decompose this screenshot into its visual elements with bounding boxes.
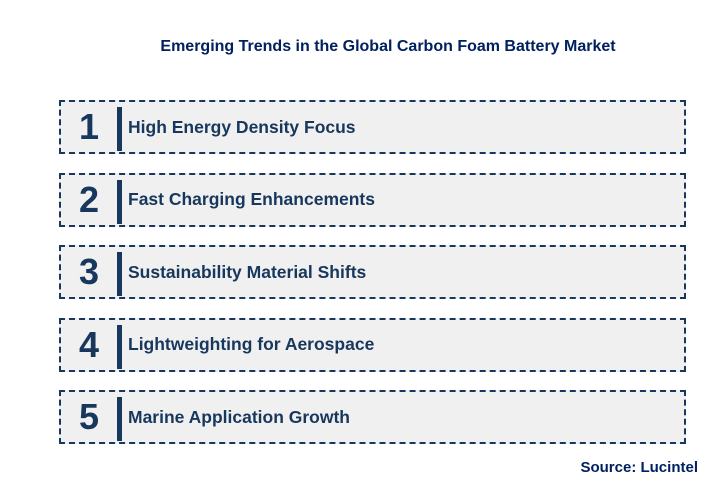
trend-label: High Energy Density Focus [128, 116, 356, 137]
trend-row: 2 Fast Charging Enhancements [59, 172, 686, 227]
trend-label: Marine Application Growth [128, 406, 350, 427]
source-note: Source: Lucintel [580, 459, 698, 476]
trend-row: 3 Sustainability Material Shifts [59, 245, 686, 299]
page-title: Emerging Trends in the Global Carbon Foa… [160, 38, 616, 55]
trend-row: 5 Marine Application Growth [59, 390, 686, 444]
trend-row: 4 Lightweighting for Aerospace [59, 317, 686, 372]
trend-label: Sustainability Material Shifts [128, 261, 367, 282]
trend-label: Fast Charging Enhancements [128, 189, 375, 209]
trend-number: 4 [78, 323, 100, 365]
separator-bar [117, 397, 122, 441]
separator-bar [117, 252, 122, 296]
trend-row: 1 High Energy Density Focus [59, 100, 686, 154]
trend-number: 2 [78, 178, 100, 220]
trend-number: 5 [78, 396, 100, 437]
trend-list: 1 High Energy Density Focus 2 Fast Charg… [59, 100, 686, 463]
separator-bar [117, 179, 122, 224]
trend-label: Lightweighting for Aerospace [128, 334, 375, 354]
separator-bar [117, 107, 122, 151]
trend-number: 3 [78, 251, 100, 292]
separator-bar [117, 324, 122, 369]
trend-number: 1 [78, 106, 100, 147]
